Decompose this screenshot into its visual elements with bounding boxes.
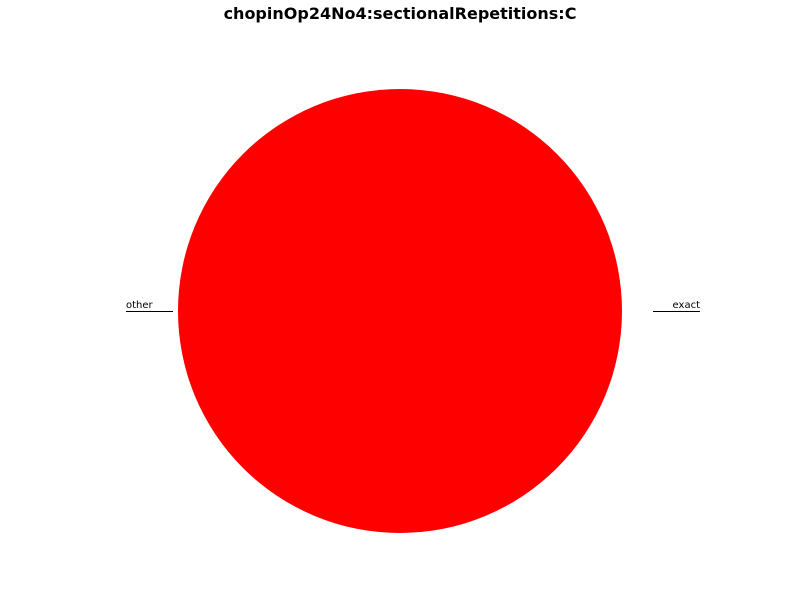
slice-label-other: other — [126, 300, 154, 311]
pie-slices — [178, 89, 622, 533]
slice-label-exact: exact — [673, 300, 701, 311]
pie-labels: exact other — [126, 300, 700, 312]
chart-title: chopinOp24No4:sectionalRepetitions:C — [224, 4, 577, 23]
pie-slice-other — [178, 89, 622, 533]
